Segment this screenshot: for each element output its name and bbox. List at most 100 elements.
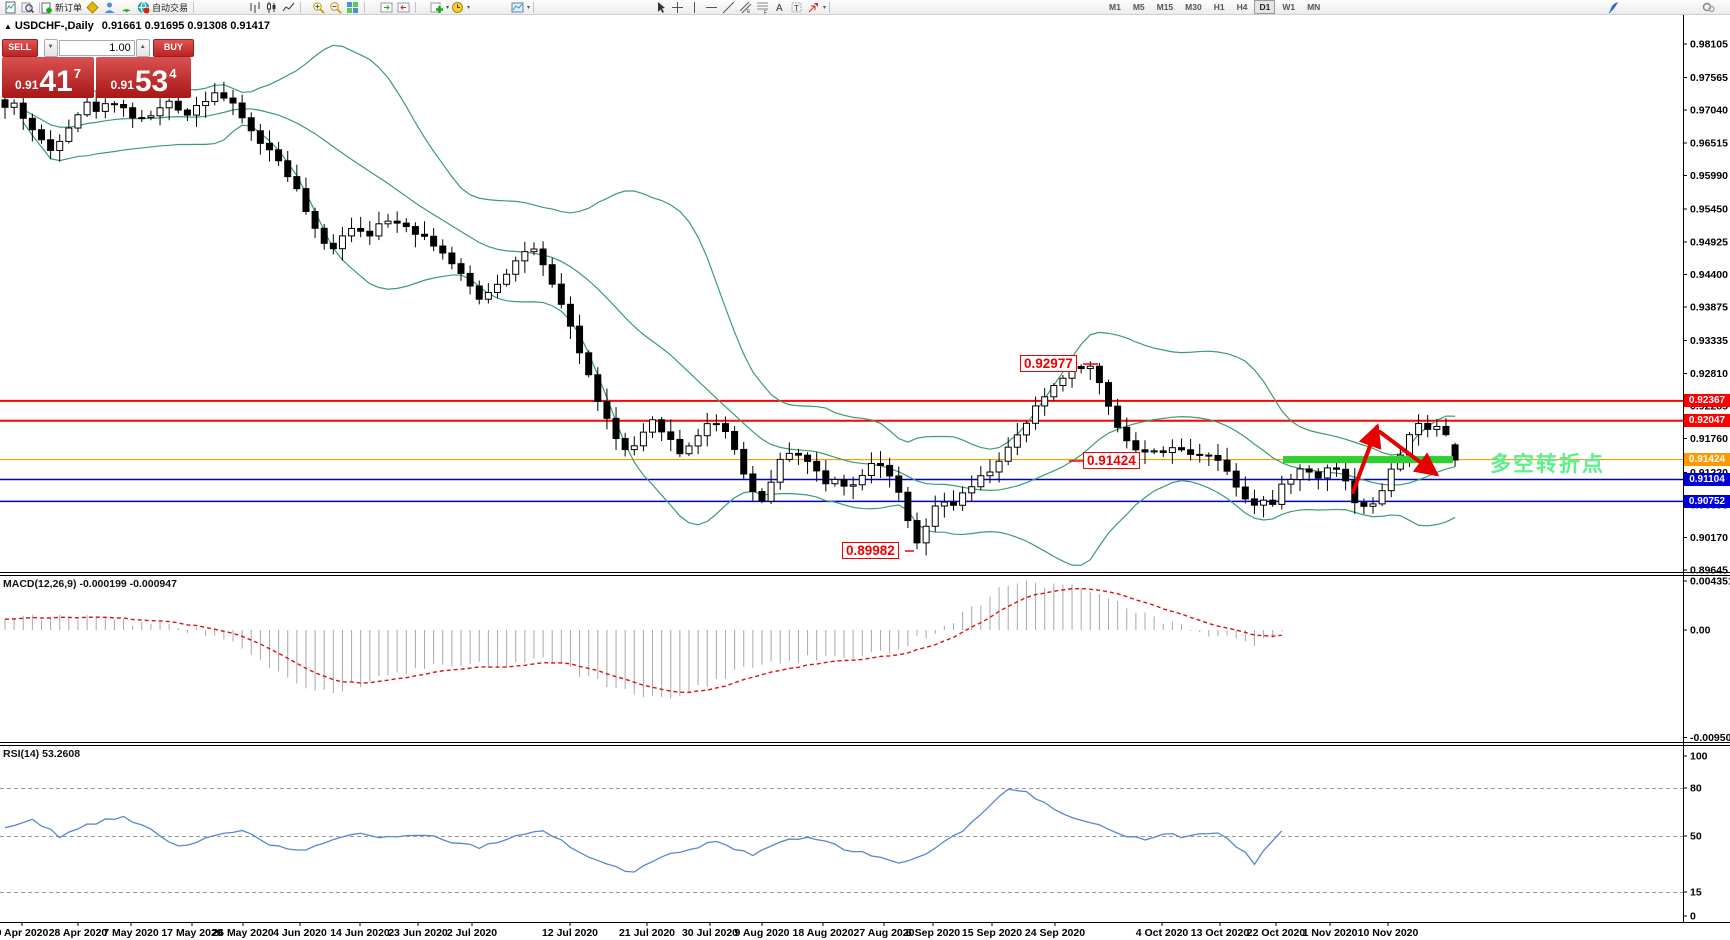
- date-tick: 4 Jun 2020: [273, 927, 327, 939]
- new-order-button[interactable]: [39, 1, 54, 14]
- toolbar-separator: [415, 1, 416, 13]
- date-tick: 4 Oct 2020: [1136, 927, 1189, 939]
- macd-histogram: [4, 580, 1283, 699]
- volume-input[interactable]: [58, 39, 135, 56]
- rsi-tick: 15: [1690, 887, 1702, 899]
- text-icon[interactable]: A: [772, 1, 787, 14]
- autotrading-button-label[interactable]: 自动交易: [152, 2, 189, 13]
- chart-shift-icon[interactable]: [396, 1, 411, 14]
- macd-tick: 0.004351: [1690, 575, 1730, 587]
- price-tick: 0.97040: [1690, 105, 1728, 117]
- rsi-tick: 0: [1690, 911, 1696, 923]
- tile-windows-icon[interactable]: [345, 1, 360, 14]
- price-tick: 0.90170: [1690, 532, 1728, 544]
- volume-decrease-button[interactable]: ▼: [43, 38, 58, 57]
- chart-title: ▲ USDCHF-,Daily 0.91661 0.91695 0.91308 0.…: [4, 20, 270, 32]
- axis-labels: 0.98105 0.97565 0.97040 0.96515 0.95990 0.954…: [0, 39, 1730, 940]
- timeframe-m5[interactable]: M5: [1132, 2, 1145, 12]
- horizontal-line-icon[interactable]: [704, 1, 719, 14]
- indicators-button-caret[interactable]: ▾: [446, 4, 450, 11]
- macd-label: MACD(12,26,9) -0.000199 -0.000947: [3, 578, 177, 590]
- buy-price-prefix: 0.91: [110, 78, 134, 92]
- date-tick: 12 Jul 2020: [542, 927, 598, 939]
- main-toolbar: 新订单 自动交易 ▾ ▾ ▾ E F A T ▾ M1 M5 M15 M30 H1 H4 D1 W1 MN: [0, 0, 1730, 15]
- date-tick: 2 Jul 2020: [447, 927, 497, 939]
- sell-button[interactable]: SELL: [2, 38, 38, 57]
- zoom-out-icon[interactable]: [328, 1, 343, 14]
- zoom-in-icon[interactable]: [311, 1, 326, 14]
- price-tick: 0.91760: [1690, 433, 1728, 445]
- swing-low-label[interactable]: 0.89982: [842, 542, 899, 559]
- metaeditor-icon[interactable]: [85, 0, 100, 14]
- svg-text:A: A: [776, 3, 783, 14]
- fibonacci-icon[interactable]: F: [755, 1, 770, 14]
- trade-row: SELL ▼ ▲ BUY: [2, 38, 194, 57]
- timeframe-w1[interactable]: W1: [1282, 2, 1296, 12]
- date-tick: 27 Aug 2020: [854, 927, 915, 939]
- timeframe-h4[interactable]: H4: [1236, 2, 1248, 12]
- rsi-line: [4, 788, 1283, 873]
- price-tick: 0.94400: [1690, 269, 1728, 281]
- green-pivot-bar[interactable]: [1283, 456, 1453, 464]
- crosshair-icon[interactable]: [670, 1, 685, 14]
- toolbar-separator: [193, 1, 195, 13]
- price-tick: 0.89645: [1690, 565, 1728, 577]
- sell-price-main: 41: [39, 65, 73, 98]
- auto-scroll-icon[interactable]: [379, 1, 394, 14]
- timeframe-m1[interactable]: M1: [1109, 2, 1121, 12]
- autotrading-button[interactable]: [136, 1, 151, 14]
- bollinger-upper: [23, 44, 1456, 456]
- price-tick: 0.95990: [1690, 170, 1728, 182]
- periods-button-caret[interactable]: ▾: [467, 4, 471, 11]
- timeframe-m30[interactable]: M30: [1185, 2, 1202, 12]
- candlestick-chart-icon[interactable]: [264, 1, 279, 14]
- price-level-badge: 0.91104: [1684, 472, 1730, 486]
- buy-price-panel[interactable]: 0.91 53 4: [96, 57, 191, 98]
- sell-price-prefix: 0.91: [15, 78, 39, 92]
- new-order-button-label[interactable]: 新订单: [55, 2, 83, 13]
- timeframe-m15[interactable]: M15: [1156, 2, 1174, 12]
- grid-and-borders: [0, 15, 1730, 923]
- price-level-badge: 0.91424: [1684, 453, 1730, 467]
- price-level-badge: 0.92047: [1684, 414, 1730, 428]
- buy-button[interactable]: BUY: [152, 38, 194, 57]
- bollinger-bands: [22, 44, 1456, 566]
- market-icon[interactable]: [102, 1, 117, 14]
- vertical-line-icon[interactable]: [687, 1, 702, 14]
- cursor-icon[interactable]: [653, 1, 668, 14]
- trend-line-icon[interactable]: [721, 1, 736, 14]
- search-icon[interactable]: [1701, 1, 1716, 14]
- swing-high-label[interactable]: 0.92977: [1020, 355, 1077, 372]
- arrows-icon[interactable]: [806, 1, 821, 14]
- price-level-badge: 0.92367: [1684, 394, 1730, 408]
- mql5-icon[interactable]: [1606, 1, 1621, 14]
- channel-icon[interactable]: E: [738, 1, 753, 14]
- date-tick: 9 Apr 2020: [0, 927, 49, 939]
- timeframe-mn[interactable]: MN: [1307, 2, 1321, 12]
- cn-annotation[interactable]: 多空转折点: [1490, 453, 1605, 476]
- new-chart-icon[interactable]: [3, 1, 18, 14]
- toolbar-separator: [829, 1, 831, 13]
- svg-text:F: F: [764, 10, 767, 14]
- date-tick: 24 Sep 2020: [1025, 927, 1085, 939]
- volume-increase-button[interactable]: ▲: [135, 38, 150, 57]
- templates-button[interactable]: [510, 1, 525, 14]
- line-chart-icon[interactable]: [281, 1, 296, 14]
- templates-button-caret[interactable]: ▾: [527, 4, 531, 11]
- red-trend-arrow[interactable]: [1351, 423, 1382, 494]
- profile-chart-icon[interactable]: [20, 1, 35, 14]
- pivot-level-label[interactable]: 0.91424: [1083, 452, 1140, 469]
- timeframe-h1[interactable]: H1: [1213, 2, 1225, 12]
- signals-icon[interactable]: [119, 1, 134, 14]
- date-tick: 6 Sep 2020: [906, 927, 960, 939]
- bar-chart-icon[interactable]: [247, 1, 262, 14]
- arrows-icon-caret[interactable]: ▾: [823, 4, 827, 11]
- indicators-button[interactable]: [429, 1, 444, 14]
- label-icon[interactable]: T: [789, 1, 804, 14]
- sell-price-panel[interactable]: 0.91 41 7: [2, 57, 94, 98]
- periods-button[interactable]: [450, 1, 465, 14]
- timeframe-d1[interactable]: D1: [1254, 0, 1276, 14]
- red-trend-arrow[interactable]: [1378, 430, 1440, 477]
